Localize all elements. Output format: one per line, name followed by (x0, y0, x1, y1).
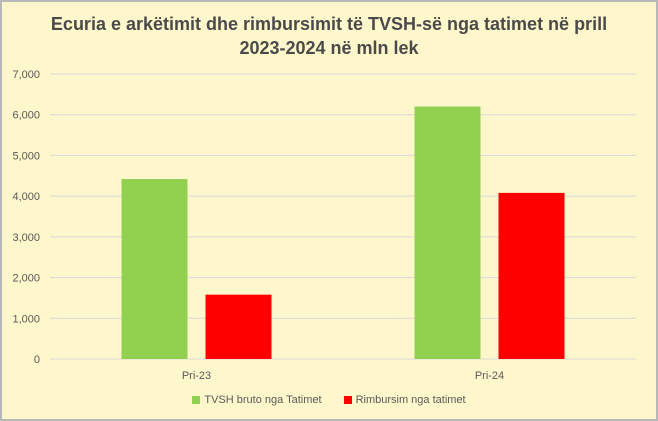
bar-rimbursim (205, 294, 272, 359)
y-tick-label: 4,000 (12, 191, 40, 203)
bar-rimbursim (498, 192, 565, 359)
y-tick-label: 5,000 (12, 150, 40, 162)
x-tick-label: Pri-23 (182, 370, 211, 382)
y-tick-label: 2,000 (12, 273, 40, 285)
legend-label-rimbursim: Rimbursim nga tatimet (355, 394, 466, 406)
legend-label-tvsh: TVSH bruto nga Tatimet (204, 394, 322, 406)
x-tick-label: Pri-24 (475, 370, 504, 382)
y-tick-label: 7,000 (12, 69, 40, 81)
y-tick-label: 1,000 (12, 313, 40, 325)
legend-item-tvsh: TVSH bruto nga Tatimet (192, 394, 322, 406)
chart-title-line-1: Ecuria e arkëtimit dhe rimbursimit të TV… (50, 14, 608, 34)
bar-tvsh (121, 179, 188, 359)
y-tick-label: 3,000 (12, 232, 40, 244)
y-tick-label: 6,000 (12, 110, 40, 122)
chart-title-line-2: 2023-2024 në mln lek (239, 38, 419, 58)
bar-tvsh (414, 106, 481, 359)
legend-item-rimbursim: Rimbursim nga tatimet (343, 394, 466, 406)
chart-title: Ecuria e arkëtimit dhe rimbursimit të TV… (2, 12, 656, 60)
legend: TVSH bruto nga Tatimet Rimbursim nga tat… (2, 394, 656, 406)
legend-swatch-tvsh (192, 396, 201, 404)
y-tick-label: 0 (34, 354, 40, 366)
legend-swatch-rimbursim (343, 396, 352, 404)
